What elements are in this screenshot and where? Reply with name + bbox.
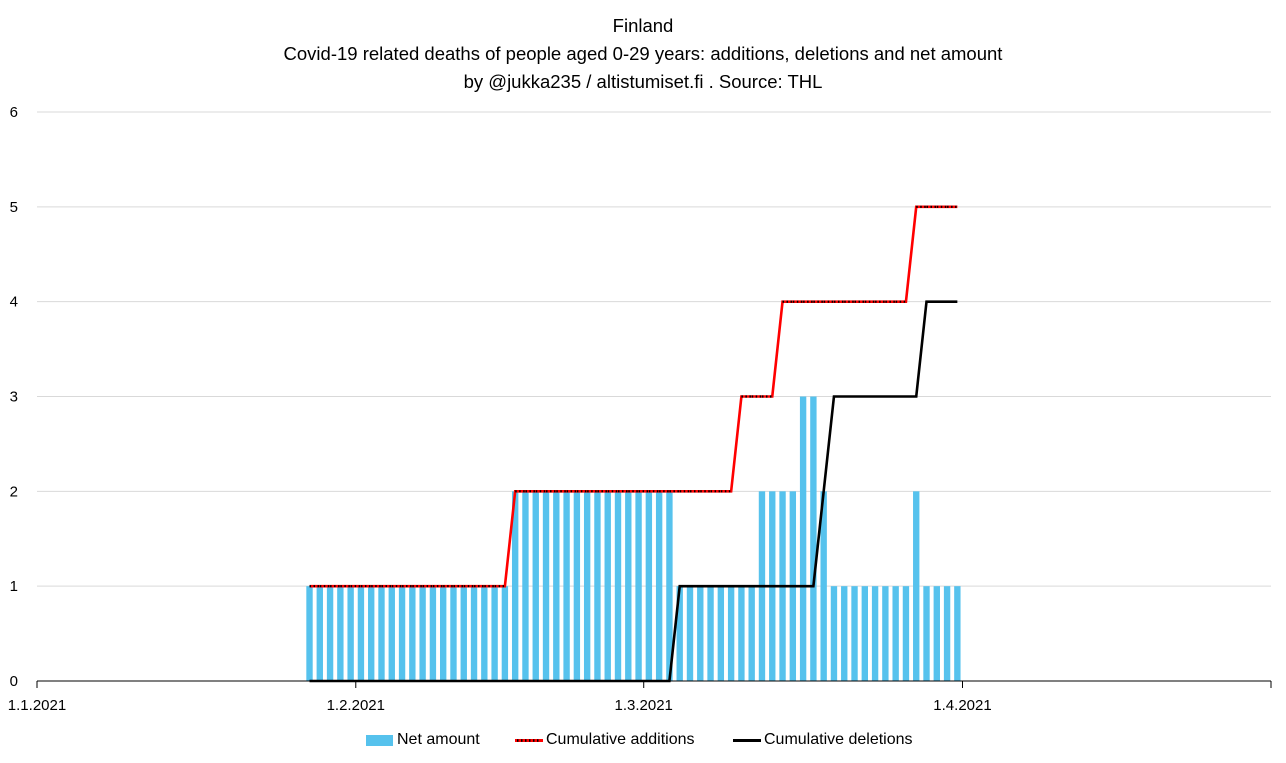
net-amount-bar xyxy=(871,586,879,681)
net-amount-bar xyxy=(378,586,385,681)
net-amount-bar xyxy=(306,586,313,681)
net-amount-bar xyxy=(326,586,334,681)
net-amount-bar xyxy=(676,586,683,681)
net-amount-bar xyxy=(954,586,961,681)
title-line-1: Finland xyxy=(612,15,674,36)
net-amount-bar xyxy=(625,491,632,681)
x-tick-label: 1.4.2021 xyxy=(933,697,991,714)
net-amount-bar xyxy=(645,491,653,681)
net-amount-bar xyxy=(594,491,601,681)
y-tick-label: 2 xyxy=(10,483,18,500)
net-amount-bar xyxy=(635,491,642,681)
net-amount-bar xyxy=(851,586,858,681)
net-amount-bar xyxy=(614,491,622,681)
legend-item-cumulative-additions: Cumulative additions xyxy=(515,728,695,752)
y-axis-tick-labels: 0 1 2 3 4 5 6 xyxy=(10,104,18,690)
y-tick-label: 0 xyxy=(10,673,18,690)
net-amount-bar xyxy=(902,586,910,681)
net-amount-bar xyxy=(419,586,426,681)
y-tick-label: 6 xyxy=(10,104,18,121)
legend-label-cumulative-additions: Cumulative additions xyxy=(546,731,695,748)
cumulative-lines xyxy=(309,205,958,683)
net-amount-bar xyxy=(511,491,519,681)
x-tick-label: 1.2.2021 xyxy=(327,697,385,714)
net-amount-bar xyxy=(553,491,560,681)
net-amount-bar xyxy=(532,491,539,681)
y-tick-label: 4 xyxy=(10,294,18,311)
net-amount-bar xyxy=(316,586,323,681)
net-amount-bar xyxy=(429,586,437,681)
net-amount-bar xyxy=(357,586,365,681)
net-amount-bar xyxy=(892,586,899,681)
net-amount-bar xyxy=(748,586,755,681)
legend: Net amount Cumulative additions Cumulati… xyxy=(0,728,1286,752)
net-amount-bar xyxy=(882,586,889,681)
net-amount-bar xyxy=(604,491,611,681)
net-amount-bar xyxy=(440,586,447,681)
net-amount-bar xyxy=(943,586,951,681)
net-amount-bar xyxy=(398,586,406,681)
net-amount-bar xyxy=(481,586,488,681)
net-amount-bar xyxy=(542,491,550,681)
x-tick-label: 1.3.2021 xyxy=(615,697,673,714)
net-amount-bar xyxy=(810,396,817,681)
legend-label-net-amount: Net amount xyxy=(397,731,480,748)
net-amount-bar xyxy=(388,586,395,681)
net-amount-bar xyxy=(913,491,920,681)
net-amount-bar xyxy=(697,586,704,681)
net-amount-bar xyxy=(563,491,570,681)
net-amount-bar xyxy=(738,586,745,681)
net-amount-bar xyxy=(799,396,807,681)
y-tick-label: 5 xyxy=(10,199,18,216)
net-amount-bar xyxy=(501,586,509,681)
title-line-3: by @jukka235 / altistumiset.fi . Source:… xyxy=(463,71,823,92)
net-amount-bar xyxy=(491,586,498,681)
gridlines xyxy=(37,111,1271,587)
net-amount-bar xyxy=(830,586,838,681)
x-axis xyxy=(36,680,1272,688)
net-amount-bars xyxy=(306,396,961,681)
net-amount-bar xyxy=(409,586,416,681)
net-amount-bar xyxy=(707,586,714,681)
y-tick-label: 3 xyxy=(10,389,18,406)
net-amount-bar xyxy=(460,586,467,681)
legend-item-net-amount: Net amount xyxy=(366,728,480,752)
net-amount-bar xyxy=(347,586,354,681)
title-line-2: Covid-19 related deaths of people aged 0… xyxy=(283,43,1003,64)
net-amount-bar xyxy=(861,586,868,681)
chart-title: Finland Covid-19 related deaths of peopl… xyxy=(0,12,1286,96)
net-amount-bar xyxy=(666,491,673,681)
legend-label-cumulative-deletions: Cumulative deletions xyxy=(764,731,913,748)
net-amount-bar xyxy=(583,491,591,681)
net-amount-bar xyxy=(727,586,735,681)
legend-swatch-additions xyxy=(515,738,543,742)
net-amount-bar xyxy=(841,586,848,681)
legend-item-cumulative-deletions: Cumulative deletions xyxy=(733,728,913,752)
net-amount-bar xyxy=(820,491,827,681)
net-amount-bar xyxy=(337,586,344,681)
legend-swatch-deletions xyxy=(733,738,761,742)
net-amount-bar xyxy=(522,491,529,681)
net-amount-bar xyxy=(923,586,930,681)
legend-swatch-bar xyxy=(366,734,393,746)
x-axis-tick-labels: 1.1.2021 1.2.2021 1.3.2021 1.4.2021 xyxy=(8,697,992,714)
net-amount-bar xyxy=(717,586,725,681)
net-amount-bar xyxy=(686,586,694,681)
net-amount-bar xyxy=(933,586,940,681)
x-tick-label: 1.1.2021 xyxy=(8,697,66,714)
net-amount-bar xyxy=(450,586,457,681)
net-amount-bar xyxy=(470,586,478,681)
net-amount-bar xyxy=(368,586,375,681)
net-amount-bar xyxy=(655,491,663,681)
y-tick-label: 1 xyxy=(10,578,18,595)
net-amount-bar xyxy=(573,491,581,681)
